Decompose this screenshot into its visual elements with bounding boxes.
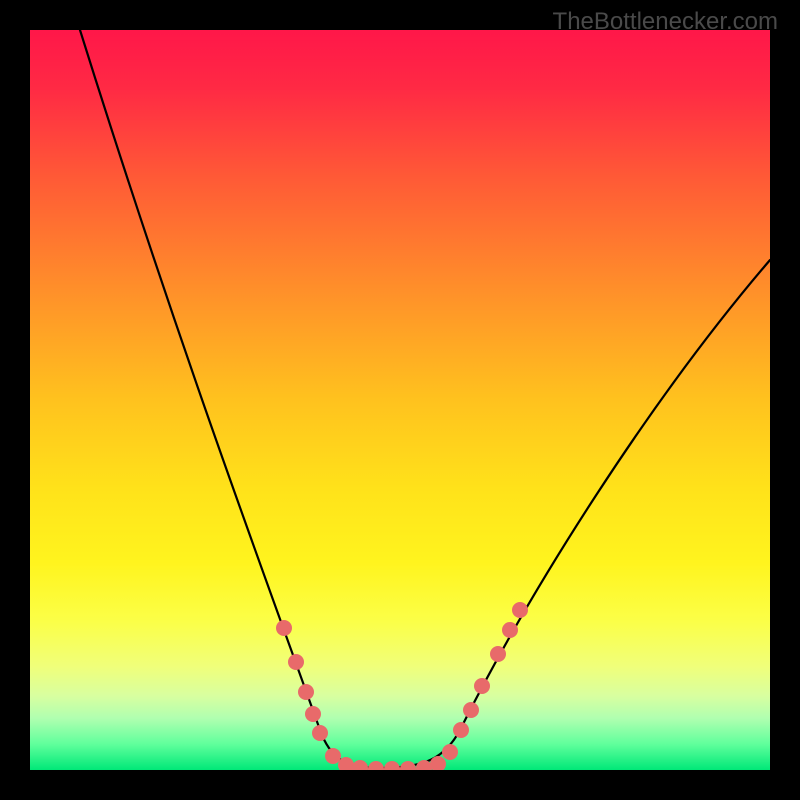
curve-marker bbox=[453, 722, 469, 738]
plot-area bbox=[30, 30, 770, 770]
curve-marker bbox=[288, 654, 304, 670]
curve-marker bbox=[490, 646, 506, 662]
curve-marker bbox=[276, 620, 292, 636]
curve-marker bbox=[325, 748, 341, 764]
curve-marker bbox=[368, 761, 384, 770]
bottleneck-curve bbox=[80, 30, 770, 768]
curve-marker bbox=[416, 760, 432, 770]
curve-marker bbox=[512, 602, 528, 618]
curve-marker bbox=[502, 622, 518, 638]
bottleneck-curve-layer bbox=[30, 30, 770, 770]
curve-marker bbox=[305, 706, 321, 722]
curve-marker bbox=[352, 760, 368, 770]
curve-marker bbox=[384, 761, 400, 770]
curve-marker bbox=[400, 761, 416, 770]
curve-marker bbox=[463, 702, 479, 718]
curve-marker bbox=[298, 684, 314, 700]
curve-marker bbox=[474, 678, 490, 694]
chart-stage: TheBottlenecker.com bbox=[0, 0, 800, 800]
curve-marker bbox=[442, 744, 458, 760]
curve-marker bbox=[312, 725, 328, 741]
